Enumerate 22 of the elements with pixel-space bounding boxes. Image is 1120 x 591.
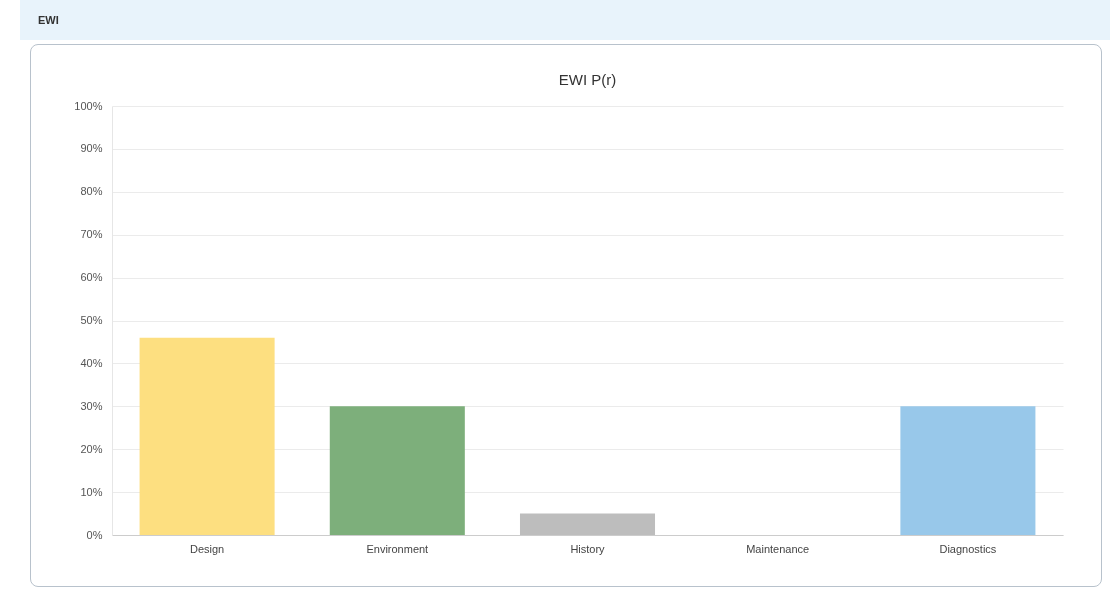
x-tick-label: Diagnostics xyxy=(939,542,997,555)
bar xyxy=(329,406,465,535)
y-tick-label: 50% xyxy=(80,314,103,326)
y-tick-label: 20% xyxy=(80,442,103,455)
x-tick-label: History xyxy=(570,542,606,555)
y-tick-label: 10% xyxy=(80,485,103,498)
y-tick-label: 80% xyxy=(80,185,103,198)
y-tick-label: 70% xyxy=(80,228,103,241)
bar xyxy=(139,337,275,535)
chart-title: EWI P(r) xyxy=(558,71,617,88)
bar xyxy=(900,406,1036,535)
x-tick-label: Environment xyxy=(366,542,429,555)
y-tick-label: 40% xyxy=(80,356,103,369)
text: EWI xyxy=(38,14,59,26)
bar xyxy=(519,513,656,535)
y-tick-label: 100% xyxy=(74,99,103,112)
y-tick-label: 0% xyxy=(86,528,103,541)
y-tick-label: 60% xyxy=(80,271,103,284)
x-tick-label: Design xyxy=(189,542,225,555)
y-tick-label: 30% xyxy=(80,399,103,412)
y-tick-label: 90% xyxy=(80,142,103,155)
x-tick-label: Maintenance xyxy=(746,542,810,555)
